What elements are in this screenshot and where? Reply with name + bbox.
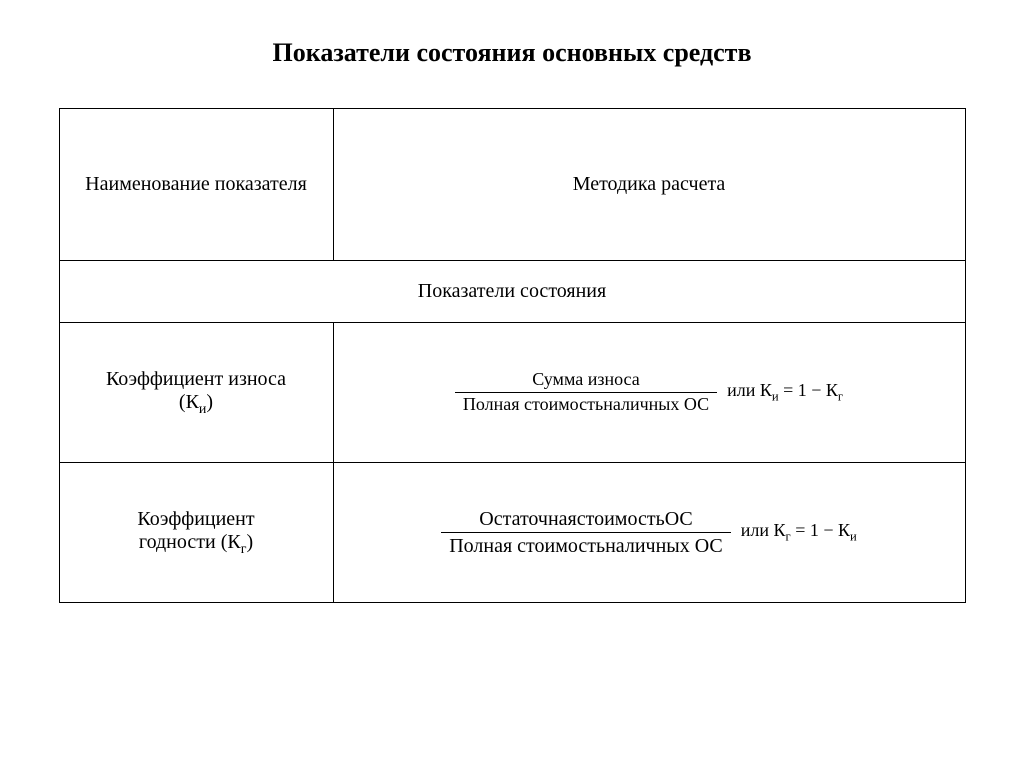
header-cell-method: Методика расчета bbox=[333, 109, 965, 261]
indicator-name-line1: Коэффициент bbox=[137, 508, 254, 530]
table-row: Коэффициент годности (Кг) Остаточнаястои… bbox=[59, 463, 965, 603]
fraction-numerator: Сумма износа bbox=[524, 369, 648, 392]
indicator-name-line2-pre: годности (К bbox=[139, 531, 241, 553]
formula-tail: или Ки = 1 − Кг bbox=[727, 380, 843, 405]
indicator-name-cell: Коэффициент годности (Кг) bbox=[59, 463, 333, 603]
tail-prefix: или К bbox=[741, 520, 786, 540]
indicators-table: Наименование показателя Методика расчета… bbox=[59, 108, 966, 603]
fraction-denominator: Полная стоимостьналичных ОС bbox=[455, 392, 717, 416]
formula-wrap: ОстаточнаястоимостьОС Полная стоимостьна… bbox=[441, 507, 857, 558]
tail-sub2: и bbox=[850, 530, 857, 544]
indicator-name-close: ) bbox=[206, 391, 213, 413]
tail-mid: = 1 − К bbox=[791, 520, 850, 540]
indicator-name-close: ) bbox=[246, 531, 253, 553]
tail-prefix: или К bbox=[727, 380, 772, 400]
section-cell: Показатели состояния bbox=[59, 261, 965, 323]
fraction-denominator: Полная стоимостьналичных ОС bbox=[441, 532, 731, 558]
section-label: Показатели состояния bbox=[418, 280, 606, 302]
indicator-name-line2-pre: (К bbox=[179, 391, 199, 413]
header-name-text: Наименование показателя bbox=[85, 173, 307, 195]
tail-sub1: и bbox=[772, 390, 779, 404]
page-title: Показатели состояния основных средств bbox=[0, 0, 1024, 108]
formula-fraction: ОстаточнаястоимостьОС Полная стоимостьна… bbox=[441, 507, 731, 558]
section-row: Показатели состояния bbox=[59, 261, 965, 323]
header-method-text: Методика расчета bbox=[573, 173, 726, 195]
tail-mid: = 1 − К bbox=[779, 380, 838, 400]
indicator-formula-cell: Сумма износа Полная стоимостьналичных ОС… bbox=[333, 323, 965, 463]
formula-fraction: Сумма износа Полная стоимостьналичных ОС bbox=[455, 369, 717, 415]
table-row: Коэффициент износа (Ки) Сумма износа Пол… bbox=[59, 323, 965, 463]
indicator-name-line1: Коэффициент износа bbox=[106, 368, 286, 390]
indicator-name-cell: Коэффициент износа (Ки) bbox=[59, 323, 333, 463]
formula-tail: или Кг = 1 − Ки bbox=[741, 520, 857, 545]
indicator-formula-cell: ОстаточнаястоимостьОС Полная стоимостьна… bbox=[333, 463, 965, 603]
table-header-row: Наименование показателя Методика расчета bbox=[59, 109, 965, 261]
tail-sub2: г bbox=[838, 390, 843, 404]
formula-wrap: Сумма износа Полная стоимостьналичных ОС… bbox=[455, 369, 843, 415]
header-cell-name: Наименование показателя bbox=[59, 109, 333, 261]
fraction-numerator: ОстаточнаястоимостьОС bbox=[471, 507, 700, 532]
